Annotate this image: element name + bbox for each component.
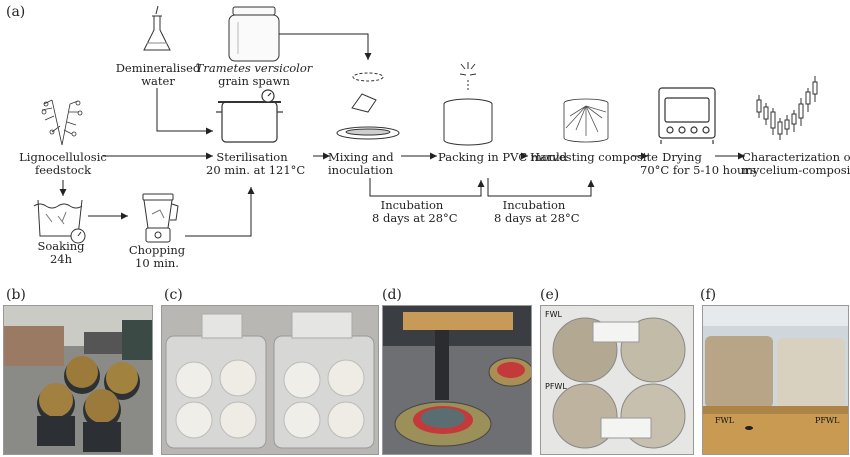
panel-label-d: (d) [382,287,402,303]
panel-label-c: (c) [164,287,183,303]
blender-icon [142,193,179,243]
arrow-chopping-sterilisation [185,187,255,237]
label-soaking: Soaking 24h [37,239,85,266]
label-mixing: Mixing and inoculation [328,150,394,177]
label-drying: Drying 70°C for 5-10 hours [640,150,756,177]
label-chopping: Chopping 10 min. [128,243,186,270]
arrow-spawn-mixing [275,33,372,60]
pot-icon [216,89,283,143]
tag-fwl-e: FWL [545,310,562,319]
panel-label-b: (b) [6,287,26,303]
label-packing: Packing in PVC mould [438,150,568,164]
label-incubation-2: Incubation 8 days at 28°C [494,198,580,225]
panel-label-e: (e) [540,287,560,303]
arrow-incubation-1 [369,178,485,197]
photo-f-side-view: FWL PFWL [702,305,849,455]
label-spawn: Trametes versicolor grain spawn [195,61,313,88]
label-water: Demineralised water [115,61,201,88]
label-incubation-1: Incubation 8 days at 28°C [372,198,458,225]
process-flow-diagram [33,5,818,244]
label-sterilisation: Sterilisation 20 min. at 121°C [206,150,306,177]
photo-b-jars [3,305,153,455]
flask-icon [143,5,171,51]
arrow-water-pot [156,88,213,135]
photo-e-samples: FWL PFWL [540,305,694,455]
jar-icon [228,6,280,62]
oven-icon [658,87,716,144]
arrow-incubation-2 [487,178,595,197]
panel-label-f: (f) [700,287,717,303]
candlestick-icon [756,76,818,140]
soaking-icon [33,199,86,244]
tag-pfwl-e: PFWL [545,382,567,391]
tag-pfwl-f: PFWL [815,416,840,425]
harvest-icon [563,98,609,143]
photo-d-press [382,305,532,455]
mixing-icon [336,72,400,140]
plant-icon [41,99,83,146]
label-feedstock: Lignocellulosic feedstock [19,150,107,177]
label-harvesting: Harvesting composite [530,150,658,164]
photo-c-containers [161,305,379,455]
tag-fwl-f: FWL [715,416,735,425]
panel-label-a: (a) [6,4,26,20]
mould-icon [443,62,493,146]
